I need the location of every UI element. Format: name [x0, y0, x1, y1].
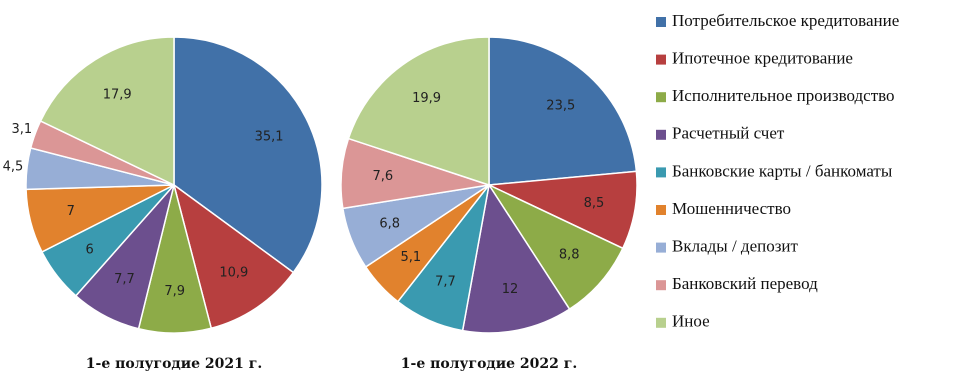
legend-label: Расчетный счет	[672, 124, 785, 143]
data-label: 10,9	[219, 266, 248, 281]
legend-swatch	[656, 317, 666, 328]
pie-slice	[173, 36, 323, 274]
data-label: 8,5	[584, 196, 605, 211]
legend-swatch	[656, 280, 666, 291]
data-label: 35,1	[255, 129, 284, 144]
data-label: 4,5	[3, 159, 24, 174]
legend-label: Иное	[672, 312, 710, 331]
data-label: 7,7	[114, 272, 135, 287]
legend-label: Мошенничество	[672, 199, 791, 218]
data-label: 23,5	[546, 99, 575, 114]
chart-title: 1-е полугодие 2022 г.	[401, 356, 577, 372]
pie-slice	[488, 36, 638, 186]
legend-swatch	[656, 205, 666, 215]
legend-swatch	[656, 167, 666, 178]
data-label: 3,1	[11, 122, 32, 137]
legend-label: Банковский перевод	[672, 274, 818, 293]
data-label: 6	[86, 243, 94, 258]
chart-title: 1-е полугодие 2021 г.	[86, 356, 262, 372]
legend-label: Ипотечное кредитование	[672, 49, 853, 68]
data-label: 19,9	[412, 91, 441, 106]
legend-label: Потребительское кредитование	[672, 11, 899, 30]
data-label: 6,8	[379, 216, 400, 231]
legend-swatch	[656, 242, 666, 253]
legend-swatch	[656, 129, 666, 140]
data-label: 17,9	[103, 87, 132, 102]
pie-slice	[486, 183, 624, 311]
pie-slice	[172, 183, 295, 330]
legend-label: Банковские карты / банкоматы	[672, 161, 893, 180]
data-label: 7	[67, 204, 75, 219]
data-label: 5,1	[400, 250, 421, 265]
legend-swatch	[656, 54, 666, 65]
pie-slice	[39, 36, 175, 187]
data-label: 7,6	[372, 169, 393, 184]
pie-slice	[347, 36, 490, 187]
data-label: 7,7	[435, 275, 456, 290]
legend-swatch	[656, 17, 666, 27]
legend-swatch	[656, 92, 666, 103]
data-label: 7,9	[164, 284, 185, 299]
pie-slice	[461, 183, 571, 334]
legend-label: Вклады / депозит	[672, 237, 799, 256]
data-label: 12	[502, 282, 519, 297]
legend-label: Исполнительное производство	[672, 86, 895, 105]
data-label: 8,8	[559, 248, 580, 263]
